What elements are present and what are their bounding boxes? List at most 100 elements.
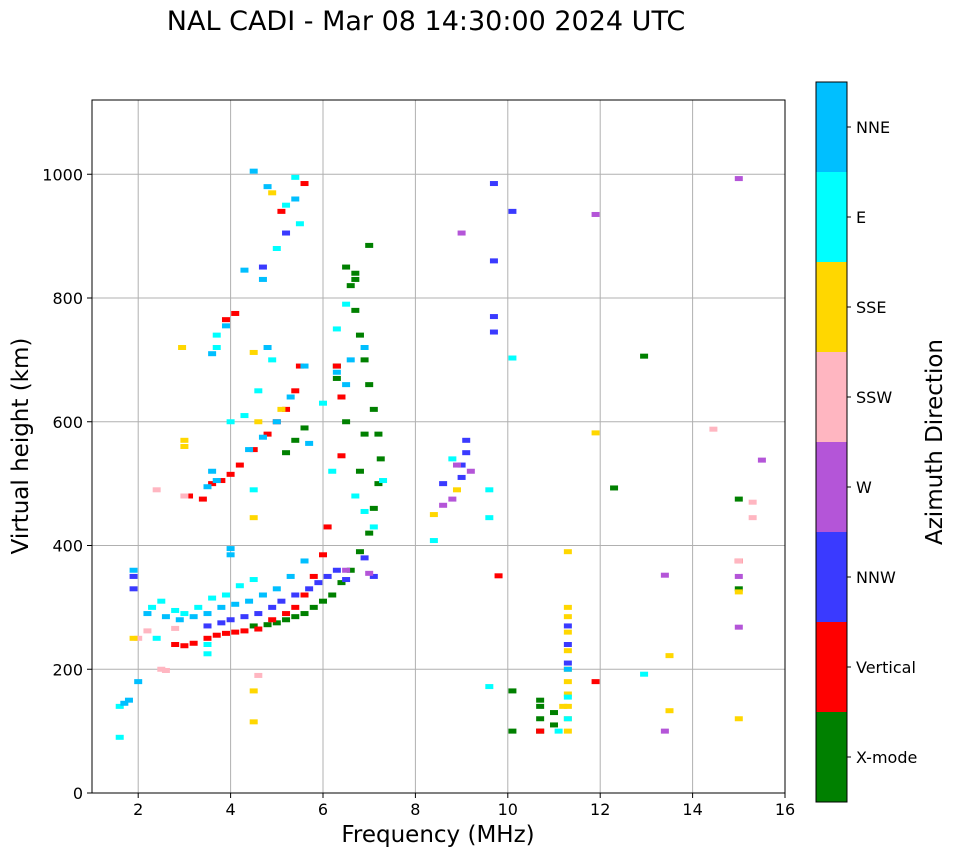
data-point	[369, 505, 378, 511]
y-tick-label: 400	[52, 537, 83, 556]
data-point	[360, 357, 369, 363]
data-point	[217, 478, 226, 484]
colorbar-segment	[816, 442, 847, 532]
data-point	[208, 481, 217, 487]
data-point	[212, 332, 221, 338]
data-point	[282, 617, 291, 623]
data-point	[221, 630, 230, 636]
data-point	[563, 716, 572, 722]
data-point	[231, 629, 240, 635]
colorbar-tick-label: SSW	[856, 388, 892, 407]
chart-title: NAL CADI - Mar 08 14:30:00 2024 UTC	[166, 6, 686, 37]
data-point	[157, 666, 166, 672]
data-point	[342, 567, 351, 573]
data-point	[309, 604, 318, 610]
data-point	[217, 604, 226, 610]
data-point	[342, 577, 351, 583]
data-point	[254, 388, 263, 394]
data-point	[489, 314, 498, 320]
data-point	[291, 196, 300, 202]
data-point	[536, 703, 545, 709]
data-point	[249, 688, 258, 694]
data-point	[171, 607, 180, 613]
data-point	[258, 434, 267, 440]
data-point	[171, 625, 180, 631]
colorbar-frame	[815, 81, 848, 803]
data-point	[175, 617, 184, 623]
data-point	[332, 375, 341, 381]
data-point	[748, 499, 757, 505]
data-point	[189, 614, 198, 620]
data-point	[508, 688, 517, 694]
colorbar-tick-label: W	[856, 478, 872, 497]
data-point	[332, 567, 341, 573]
data-point	[563, 614, 572, 620]
data-point	[709, 426, 718, 432]
data-point	[448, 496, 457, 502]
data-point	[489, 329, 498, 335]
y-axis-label: Virtual height (km)	[8, 338, 34, 555]
data-point	[489, 258, 498, 264]
data-point	[439, 502, 448, 508]
series-nnw	[129, 181, 572, 666]
data-point	[291, 174, 300, 180]
data-point	[124, 697, 133, 703]
data-point	[369, 524, 378, 530]
data-point	[610, 485, 619, 491]
data-point	[337, 453, 346, 459]
grid-lines	[92, 100, 786, 794]
data-point	[355, 549, 364, 555]
data-point	[300, 592, 309, 598]
data-point	[559, 703, 568, 709]
colorbar-segment	[816, 262, 847, 352]
data-point	[328, 592, 337, 598]
data-point	[291, 604, 300, 610]
x-tick-label: 16	[775, 800, 795, 819]
data-point	[376, 456, 385, 462]
data-point	[563, 679, 572, 685]
data-point	[134, 635, 143, 641]
data-point	[203, 642, 212, 647]
data-point	[665, 653, 674, 659]
data-point	[268, 617, 277, 623]
data-point	[180, 611, 189, 617]
data-point	[231, 601, 240, 607]
data-point	[300, 558, 309, 564]
data-point	[494, 573, 503, 579]
data-point	[240, 413, 249, 419]
data-point	[360, 508, 369, 514]
data-point	[180, 437, 189, 443]
data-point	[240, 614, 249, 620]
data-point	[254, 626, 263, 632]
data-point	[734, 716, 743, 722]
data-point	[342, 264, 351, 270]
data-point	[360, 555, 369, 561]
data-point	[291, 592, 300, 598]
data-point	[734, 589, 743, 595]
data-point	[457, 230, 466, 236]
colorbar-tick-label: E	[856, 208, 866, 227]
x-tick-label: 4	[226, 800, 236, 819]
data-point	[337, 394, 346, 400]
series-ssw	[134, 426, 757, 678]
data-point	[508, 208, 517, 214]
data-point	[337, 580, 346, 586]
data-point	[161, 667, 170, 673]
data-point	[148, 604, 157, 610]
colorbar-segment	[816, 532, 847, 622]
data-point	[143, 628, 152, 634]
data-point	[591, 211, 600, 217]
data-point	[734, 496, 743, 502]
data-point	[319, 598, 327, 604]
data-point	[360, 345, 369, 350]
data-point	[640, 353, 649, 359]
data-point	[660, 728, 669, 734]
data-point	[374, 481, 383, 487]
data-point	[457, 474, 466, 480]
data-point	[457, 462, 466, 468]
data-point	[254, 672, 263, 678]
plot-frame	[91, 99, 786, 794]
data-point	[536, 716, 545, 722]
data-point	[462, 437, 471, 443]
data-point	[249, 349, 258, 355]
